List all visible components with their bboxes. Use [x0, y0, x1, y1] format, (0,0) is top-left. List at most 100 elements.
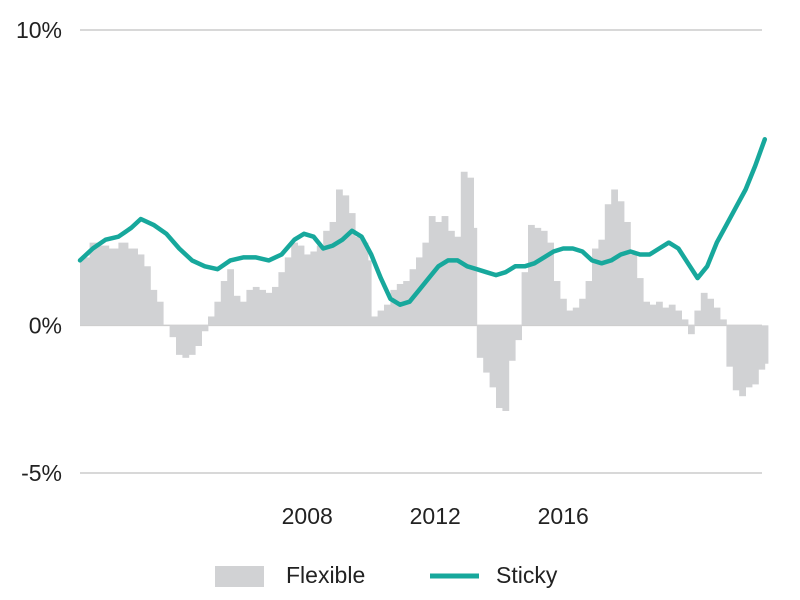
flexible-bar — [240, 301, 247, 326]
flexible-bar — [668, 304, 676, 326]
y-tick-label-2: -5% — [21, 460, 62, 486]
flexible-bar — [304, 254, 311, 326]
legend-label-sticky: Sticky — [496, 562, 558, 588]
flexible-bar — [108, 248, 119, 326]
flexible-bar — [460, 171, 468, 326]
flexible-bar — [316, 245, 324, 326]
flexible-bar — [227, 269, 234, 326]
flexible-bar — [188, 325, 196, 355]
flexible-bar — [118, 242, 129, 326]
flexible-bar — [278, 272, 286, 326]
flexible-bar — [473, 227, 478, 326]
flexible-bar — [483, 325, 490, 373]
flexible-bar — [246, 289, 254, 326]
flexible-bar — [323, 230, 330, 326]
flexible-bar — [233, 295, 241, 326]
flexible-bar — [336, 189, 343, 326]
sticky-line — [77, 137, 768, 307]
sticky-line-layer — [77, 137, 768, 307]
flexible-bars — [80, 171, 769, 411]
flexible-bar — [368, 260, 372, 326]
y-axis-ticks: 10% 0% -5% — [16, 17, 62, 486]
flexible-bar — [348, 213, 356, 326]
flexible-bar — [521, 272, 529, 326]
flexible-bar — [435, 221, 442, 326]
flexible-bar — [656, 301, 663, 326]
flexible-bar — [489, 325, 497, 388]
flexible-bar — [566, 310, 574, 326]
flexible-bar — [144, 266, 151, 326]
flexible-bar — [80, 257, 90, 326]
flexible-bar — [220, 281, 228, 326]
flexible-bar — [502, 325, 510, 411]
y-tick-label-1: 0% — [29, 312, 62, 338]
flexible-bar — [688, 325, 695, 335]
flexible-bar — [700, 292, 708, 326]
flexible-bar — [259, 289, 266, 326]
flexible-bar — [214, 301, 222, 326]
flexible-bar — [560, 298, 567, 326]
flexible-bar — [643, 301, 650, 326]
flexible-bar — [553, 281, 561, 326]
flexible-bar — [732, 325, 740, 391]
legend: Flexible Sticky — [215, 562, 558, 588]
flexible-bar — [547, 242, 554, 326]
flexible-bar — [467, 177, 474, 326]
flexible-bar — [694, 310, 702, 326]
flexible-bar — [355, 236, 362, 326]
flexible-bar — [585, 281, 593, 326]
flexible-bar — [252, 286, 260, 326]
flexible-bar — [758, 325, 766, 370]
flexible-bar — [361, 242, 369, 326]
flexible-bar — [496, 325, 503, 409]
flexible-bar — [739, 325, 746, 397]
flexible-bar — [390, 289, 398, 326]
flexible-bar — [675, 310, 682, 326]
flexible-bar — [579, 298, 586, 326]
flexible-bar — [156, 301, 164, 326]
flexible-bar — [89, 242, 100, 326]
legend-label-flexible: Flexible — [286, 562, 365, 588]
legend-swatch-flexible — [215, 566, 264, 587]
flexible-bar — [604, 204, 612, 326]
flexible-bar — [297, 245, 305, 326]
flexible-bar — [441, 216, 449, 326]
flexible-bar — [476, 325, 484, 358]
flexible-bar — [662, 307, 670, 326]
flexible-bar — [169, 325, 177, 338]
flexible-bar — [195, 325, 202, 347]
flexible-bar — [384, 304, 391, 326]
x-tick-label-2: 2016 — [538, 503, 589, 529]
flexible-bar — [128, 248, 138, 326]
flexible-bar — [617, 201, 625, 326]
flexible-bar — [636, 278, 644, 326]
x-tick-label-1: 2012 — [410, 503, 461, 529]
flexible-bar — [630, 254, 638, 326]
flexible-bar — [592, 248, 599, 326]
flexible-bar — [681, 319, 689, 326]
flexible-bar — [182, 325, 190, 358]
flexible-bar — [745, 325, 753, 388]
flexible-bar — [528, 224, 535, 326]
x-axis-ticks: 2008 2012 2016 — [282, 503, 589, 529]
flexible-bar — [99, 245, 110, 326]
y-tick-label-0: 10% — [16, 17, 62, 43]
flexible-bar — [764, 325, 769, 364]
flexible-bar — [371, 316, 378, 326]
flexible-bar — [508, 325, 516, 361]
flexible-bar — [720, 319, 727, 326]
flexible-bar — [598, 239, 606, 326]
flexible-bar — [137, 254, 145, 326]
flexible-bar — [201, 325, 209, 332]
flexible-bar — [265, 292, 273, 326]
flexible-bar — [572, 307, 580, 326]
flexible-bar — [377, 310, 385, 326]
flexible-bar — [707, 298, 714, 326]
flexible-bar — [515, 325, 522, 341]
flexible-bar — [329, 221, 337, 326]
flexible-bar — [272, 286, 279, 326]
flexible-bar — [726, 325, 734, 367]
flexible-bar — [284, 257, 292, 326]
flexible-bar — [624, 221, 631, 326]
